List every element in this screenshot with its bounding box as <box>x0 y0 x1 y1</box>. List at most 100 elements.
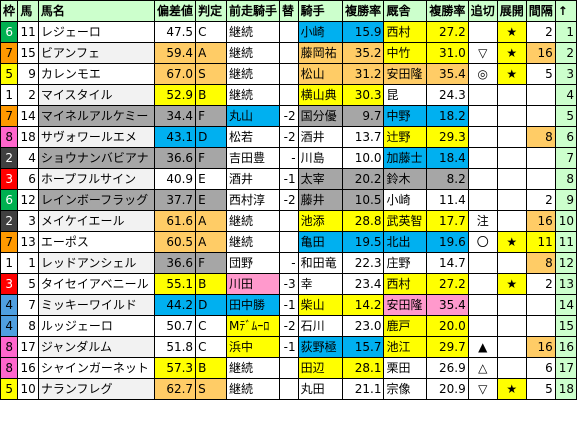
change-cell: -2 <box>279 105 299 127</box>
header-stable[interactable]: 厩舎 <box>383 0 428 22</box>
table-row[interactable]: 8 18 サヴォワールエメ 43.1 D 松若 -2 酒井 13.7 辻野 29.3 8 6 <box>0 126 577 148</box>
stable-rate-cell: 17.7 <box>426 210 469 232</box>
table-row[interactable]: 5 9 カレンモエ 67.0 S 継続 松山 31.2 安田隆 35.4 ◎ ★ 5 3 <box>0 63 577 85</box>
table-row[interactable]: 7 15 ビアンフェ 59.4 A 継続 藤岡祐 35.2 中竹 31.0 ▽ ★ 16 2 <box>0 42 577 64</box>
table-row[interactable]: 7 14 マイネルアルケミー 34.4 F 丸山 -2 国分優 9.7 中野 18.2 5 <box>0 105 577 127</box>
stable-rate-cell: 31.0 <box>426 42 469 64</box>
header-grade[interactable]: 判定 <box>195 0 227 22</box>
stable-cell: 西村 <box>383 273 428 295</box>
grade-cell: D <box>195 126 227 148</box>
score-cell: 60.5 <box>154 231 197 253</box>
jockey-cell: 和田竜 <box>297 252 344 274</box>
header-interval[interactable]: 間隔 <box>525 0 556 22</box>
umaban-cell: 4 <box>17 147 39 169</box>
stable-cell: 辻野 <box>383 126 428 148</box>
header-stable-rate[interactable]: 複勝率 <box>426 0 469 22</box>
interval-cell: 2 <box>525 21 556 43</box>
umaban-cell: 1 <box>17 252 39 274</box>
header-tenkai[interactable]: 展開 <box>496 0 527 22</box>
prev-jockey-cell: 浜中 <box>225 336 281 358</box>
jockey-cell: 池添 <box>297 210 344 232</box>
table-row[interactable]: 8 16 シャインガーネット 57.3 B 継続 田辺 28.1 栗田 26.9 △ 6 17 <box>0 357 577 379</box>
umaban-cell: 11 <box>17 21 39 43</box>
tenkai-cell <box>496 252 527 274</box>
grade-cell: A <box>195 231 227 253</box>
change-cell: -1 <box>279 336 299 358</box>
oikiri-cell <box>467 21 498 43</box>
umaban-cell: 13 <box>17 231 39 253</box>
header-name[interactable]: 馬名 <box>37 0 156 22</box>
table-row[interactable]: 4 8 ルッジェーロ 50.7 C Mﾃﾞﾑｰﾛ -2 石川 23.0 鹿戸 20.0 15 <box>0 315 577 337</box>
score-cell: 43.1 <box>154 126 197 148</box>
table-row[interactable]: 4 7 ミッキーワイルド 44.2 D 田中勝 -1 柴山 14.2 安田隆 35.4 14 <box>0 294 577 316</box>
tenkai-cell <box>496 357 527 379</box>
horse-name-cell: ジャンダルム <box>37 336 156 358</box>
table-row[interactable]: 1 1 レッドアンシェル 36.6 F 団野 - 和田竜 22.3 庄野 14.7 8 12 <box>0 252 577 274</box>
table-row[interactable]: 1 2 マイスタイル 52.9 B 継続 横山典 30.3 昆 24.3 4 <box>0 84 577 106</box>
table-row[interactable]: 8 17 ジャンダルム 51.8 C 浜中 -1 荻野極 15.7 池江 29.7 ▲ 16 16 <box>0 336 577 358</box>
waku-cell: 3 <box>0 168 19 190</box>
header-oikiri[interactable]: 追切 <box>467 0 498 22</box>
stable-rate-cell: 35.4 <box>426 294 469 316</box>
oikiri-cell: ◎ <box>467 63 498 85</box>
tenkai-cell: ★ <box>496 378 527 400</box>
header-jockey-rate[interactable]: 複勝率 <box>342 0 385 22</box>
rank-cell: 1 <box>554 21 577 43</box>
header-score[interactable]: 偏差値 <box>154 0 197 22</box>
grade-cell: A <box>195 42 227 64</box>
change-cell <box>279 84 299 106</box>
change-cell: -2 <box>279 189 299 211</box>
header-waku[interactable]: 枠 <box>0 0 19 22</box>
stable-rate-cell: 18.2 <box>426 105 469 127</box>
score-cell: 52.9 <box>154 84 197 106</box>
header-jockey[interactable]: 騎手 <box>297 0 344 22</box>
table-row[interactable]: 5 10 ナランフレグ 62.7 S 継続 丸田 21.1 宗像 20.9 ▽ ★ 5 18 <box>0 378 577 400</box>
prev-jockey-cell: 継続 <box>225 357 281 379</box>
waku-cell: 4 <box>0 315 19 337</box>
stable-rate-cell: 20.9 <box>426 378 469 400</box>
waku-cell: 5 <box>0 63 19 85</box>
tenkai-cell <box>496 315 527 337</box>
umaban-cell: 5 <box>17 273 39 295</box>
horse-name-cell: ミッキーワイルド <box>37 294 156 316</box>
jockey-rate-cell: 28.1 <box>342 357 385 379</box>
umaban-cell: 15 <box>17 42 39 64</box>
waku-cell: 1 <box>0 84 19 106</box>
header-change[interactable]: 替 <box>279 0 299 22</box>
header-up[interactable]: ↑ <box>554 0 577 22</box>
jockey-cell: 柴山 <box>297 294 344 316</box>
table-row[interactable]: 3 5 タイセイアベニール 55.1 B 川田 -3 幸 23.4 西村 27.2 ★ 2 13 <box>0 273 577 295</box>
waku-cell: 1 <box>0 252 19 274</box>
horse-name-cell: ルッジェーロ <box>37 315 156 337</box>
header-prev-jockey[interactable]: 前走騎手 <box>225 0 281 22</box>
oikiri-cell <box>467 252 498 274</box>
tenkai-cell <box>496 168 527 190</box>
prev-jockey-cell: 継続 <box>225 42 281 64</box>
umaban-cell: 16 <box>17 357 39 379</box>
prev-jockey-cell: 丸山 <box>225 105 281 127</box>
jockey-cell: 国分優 <box>297 105 344 127</box>
oikiri-cell <box>467 84 498 106</box>
rank-cell: 12 <box>554 252 577 274</box>
jockey-rate-cell: 9.7 <box>342 105 385 127</box>
table-row[interactable]: 7 13 エーポス 60.5 A 継続 亀田 19.5 北出 19.6 〇 ★ 11 11 <box>0 231 577 253</box>
umaban-cell: 3 <box>17 210 39 232</box>
stable-cell: 武英智 <box>383 210 428 232</box>
stable-rate-cell: 29.3 <box>426 126 469 148</box>
table-row[interactable]: 3 6 ホープフルサイン 40.9 E 酒井 -1 太宰 20.2 鈴木 8.2 8 <box>0 168 577 190</box>
jockey-cell: 藤井 <box>297 189 344 211</box>
grade-cell: A <box>195 210 227 232</box>
interval-cell: 6 <box>525 357 556 379</box>
stable-cell: 池江 <box>383 336 428 358</box>
table-row[interactable]: 6 12 レインボーフラッグ 37.7 E 西村淳 -2 藤井 10.5 小崎 11.4 2 9 <box>0 189 577 211</box>
interval-cell: 11 <box>525 231 556 253</box>
jockey-cell: 幸 <box>297 273 344 295</box>
oikiri-cell: ▲ <box>467 336 498 358</box>
table-row[interactable]: 6 11 レジェーロ 47.5 C 継続 小崎 15.9 西村 27.2 ★ 2 1 <box>0 21 577 43</box>
table-row[interactable]: 2 3 メイケイエール 61.6 A 継続 池添 28.8 武英智 17.7 注 16 10 <box>0 210 577 232</box>
header-umaban[interactable]: 馬 <box>17 0 39 22</box>
horse-name-cell: レジェーロ <box>37 21 156 43</box>
stable-cell: 西村 <box>383 21 428 43</box>
prev-jockey-cell: 継続 <box>225 21 281 43</box>
table-row[interactable]: 2 4 ショウナンバビアナ 36.6 F 吉田豊 - 川島 10.0 加藤士 18.4 7 <box>0 147 577 169</box>
